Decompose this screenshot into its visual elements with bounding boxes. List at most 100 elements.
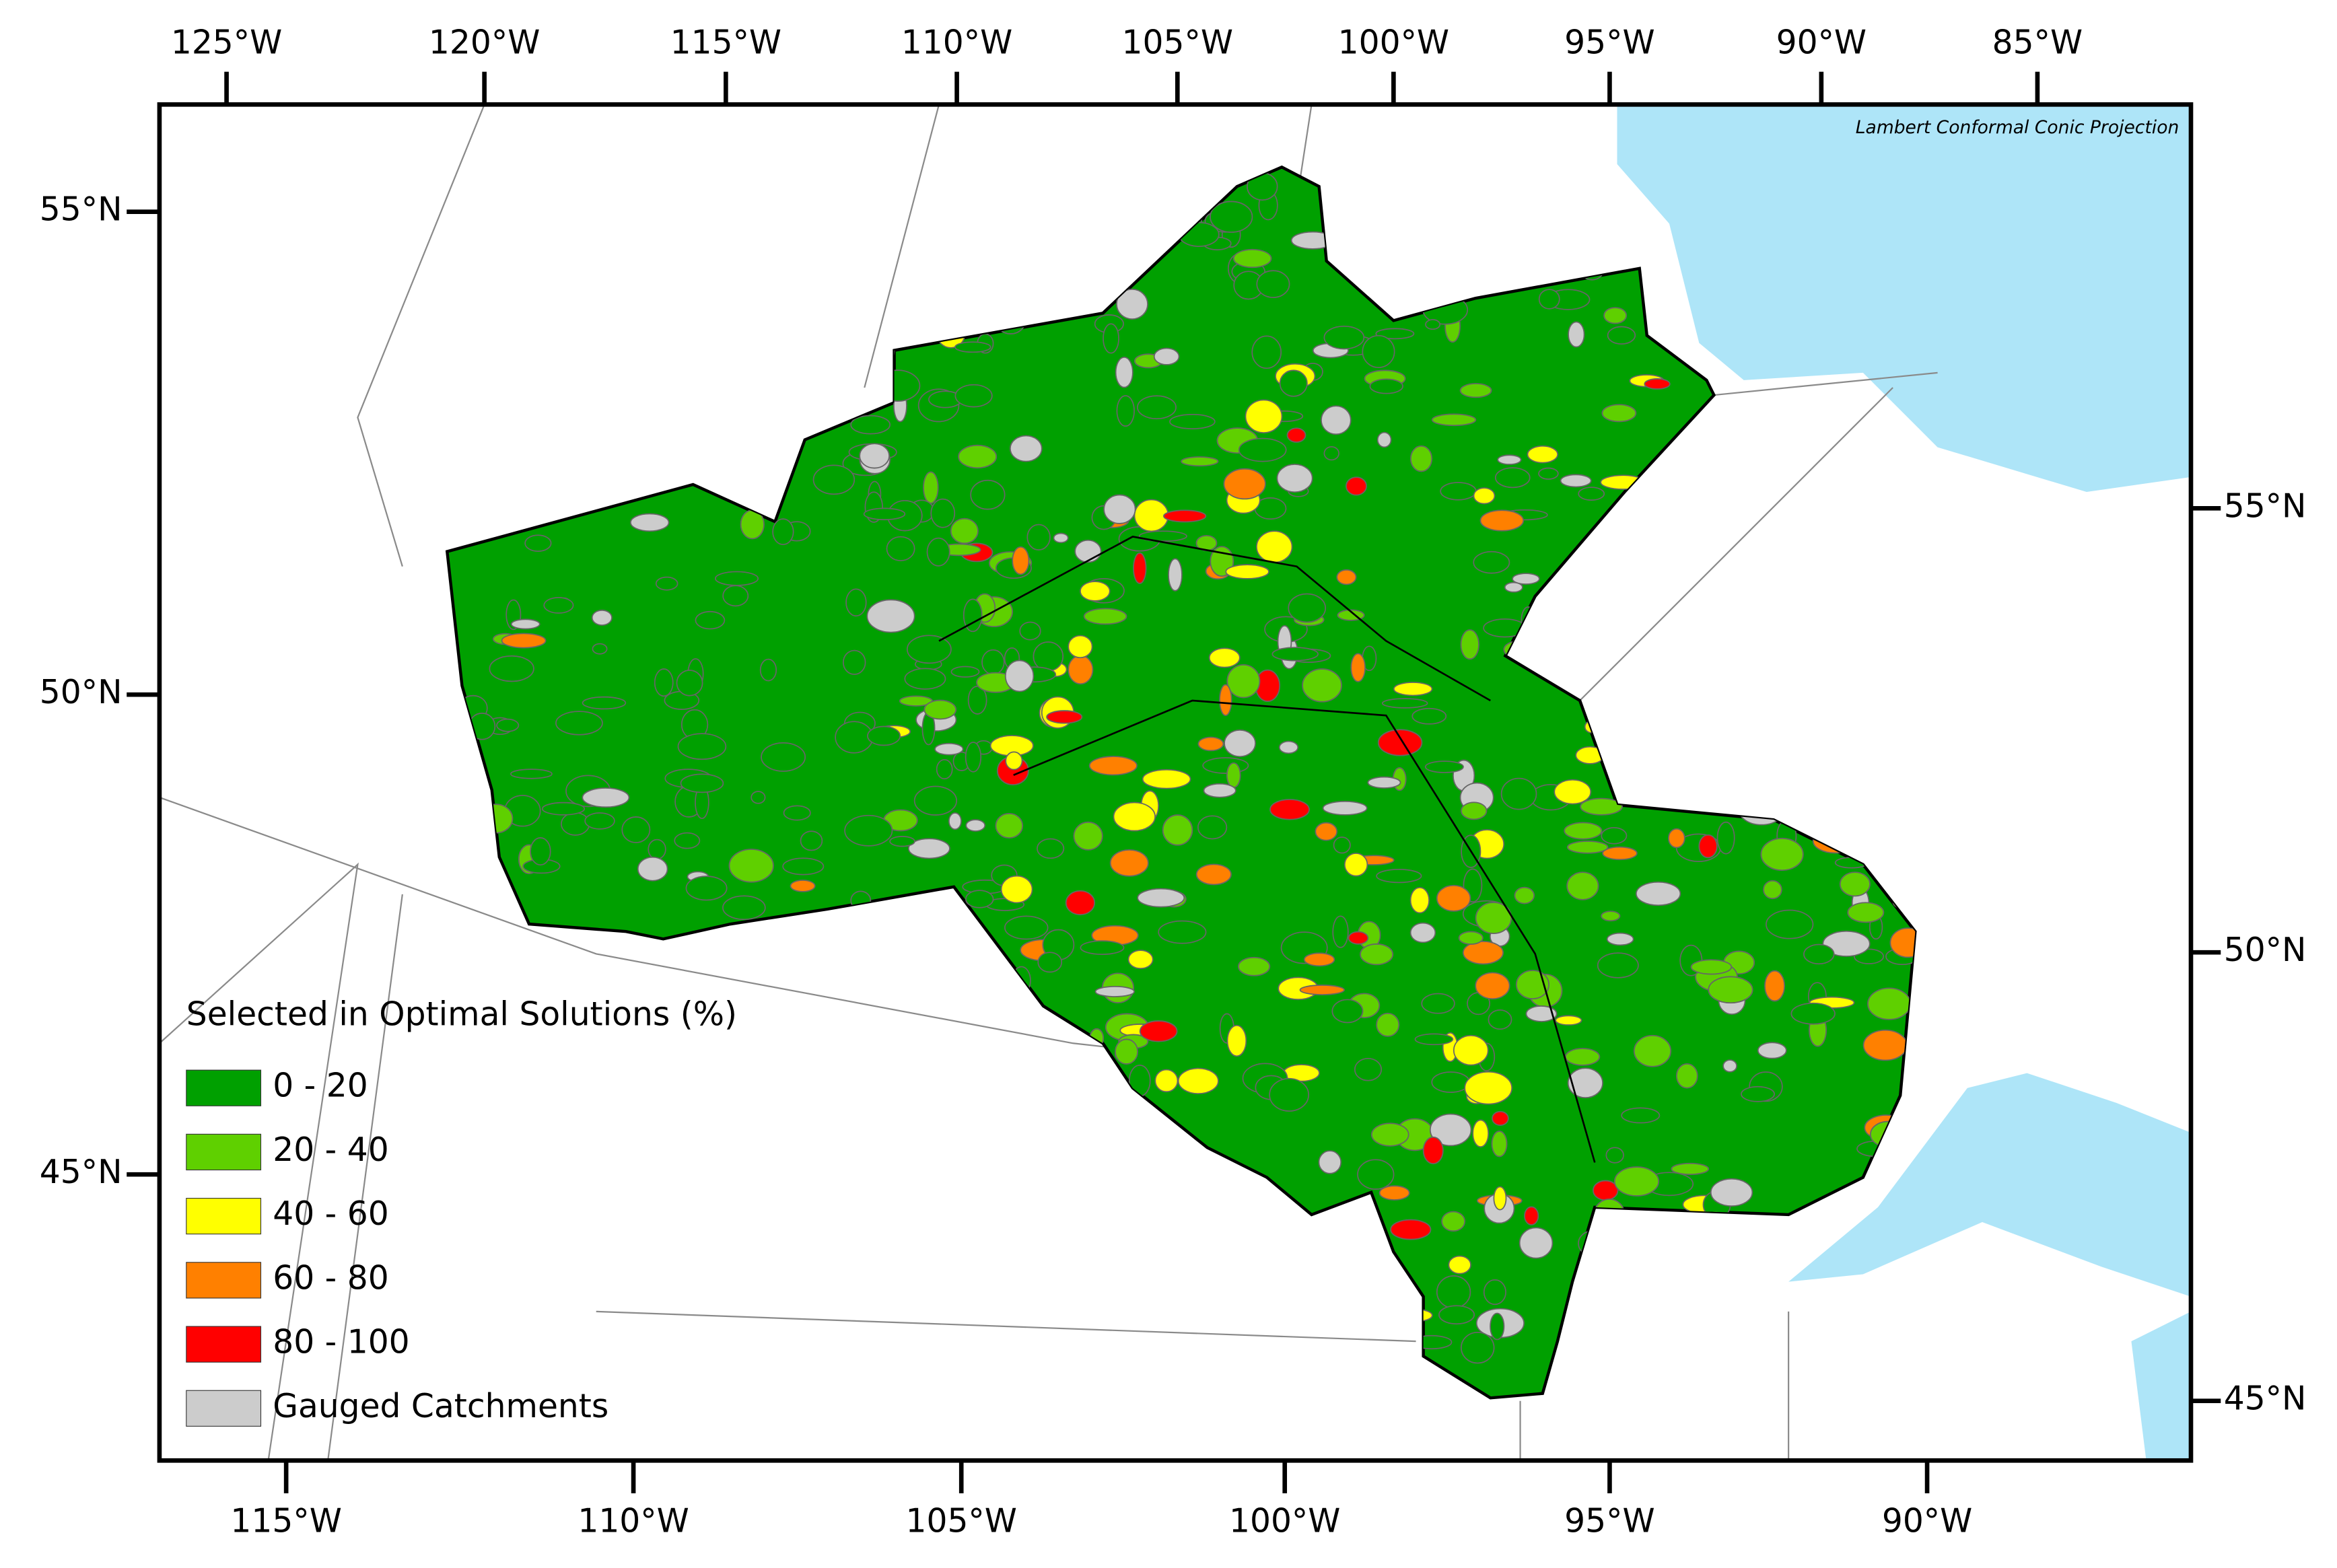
catchment <box>1226 762 1241 788</box>
legend-swatch <box>186 1262 262 1299</box>
catchment <box>1004 660 1035 692</box>
catchment <box>867 725 901 746</box>
catchment <box>1601 911 1621 922</box>
catchment <box>1177 1067 1219 1095</box>
catchment <box>1393 682 1433 697</box>
catchment <box>1592 1180 1619 1201</box>
catchment <box>936 759 953 780</box>
projection-note: Lambert Conformal Conic Projection <box>1856 117 2179 138</box>
catchment <box>543 597 574 614</box>
catchment <box>772 518 794 546</box>
catchment <box>995 812 1024 839</box>
catchment <box>1515 970 1549 999</box>
catchment <box>812 464 856 495</box>
catchment <box>1158 920 1207 944</box>
right-tick-label: 45°N <box>2224 1380 2307 1418</box>
catchment <box>1459 383 1492 398</box>
bottom-tick-label: 105°W <box>905 1502 1016 1540</box>
catchment <box>1278 740 1299 754</box>
catchment <box>1046 710 1083 724</box>
catchment <box>1080 940 1125 955</box>
catchment <box>629 513 670 532</box>
catchment <box>1411 707 1447 725</box>
catchment <box>1497 454 1522 465</box>
catchment <box>1245 399 1283 433</box>
catchment <box>1376 868 1422 884</box>
catchment <box>1698 834 1718 859</box>
catchment <box>1255 530 1293 563</box>
catchment <box>1323 325 1365 350</box>
catchment <box>1379 1185 1410 1201</box>
catchment <box>1847 902 1885 923</box>
catchment <box>1336 569 1357 585</box>
catchment <box>842 649 866 675</box>
catchment <box>1208 647 1241 668</box>
catchment <box>714 571 759 586</box>
catchment <box>930 498 956 528</box>
catchment <box>965 742 982 773</box>
catchment <box>1862 1029 1908 1061</box>
catchment <box>1133 552 1147 584</box>
bottom-tick-label: 115°W <box>230 1502 341 1540</box>
catchment <box>1483 1279 1506 1306</box>
catchment <box>1197 736 1224 752</box>
catchment <box>751 791 766 804</box>
catchment <box>1494 467 1531 489</box>
catchment <box>1460 629 1479 660</box>
catchment <box>1009 435 1043 462</box>
catchment <box>1053 532 1069 544</box>
catchment <box>1271 647 1319 662</box>
legend-swatch <box>186 1133 262 1171</box>
catchment <box>1322 801 1368 816</box>
catchment <box>1116 395 1135 427</box>
catchment <box>1226 1024 1247 1057</box>
catchment <box>676 670 703 697</box>
catchment <box>1163 509 1207 523</box>
catchment <box>1115 356 1133 388</box>
catchment <box>1668 828 1685 849</box>
catchment <box>728 849 774 883</box>
catchment <box>1473 550 1510 574</box>
catchment <box>1602 846 1638 861</box>
catchment <box>1370 1122 1409 1147</box>
catchment <box>541 801 586 816</box>
top-tick-label: 125°W <box>171 24 282 62</box>
top-tick-label: 95°W <box>1564 24 1654 62</box>
catchment <box>1369 378 1403 394</box>
catchment <box>1000 875 1033 904</box>
catchment <box>954 384 993 408</box>
catchment <box>1303 952 1335 967</box>
catchment <box>863 507 906 521</box>
catchment <box>1226 664 1261 699</box>
catchment <box>1424 760 1464 773</box>
catchment <box>1346 476 1367 496</box>
catchment <box>584 812 615 830</box>
catchment <box>1512 573 1540 585</box>
legend-label: 80 - 100 <box>273 1324 409 1361</box>
catchment <box>958 444 998 469</box>
legend-swatch <box>186 1198 262 1235</box>
catchment <box>1603 307 1628 324</box>
lake-superior <box>1788 1073 2191 1297</box>
catchment <box>1376 431 1392 448</box>
catchment <box>1671 1162 1710 1176</box>
catchment <box>1279 369 1308 397</box>
catchment <box>1168 558 1183 592</box>
catchment <box>866 599 915 633</box>
catchment <box>1566 871 1599 900</box>
catchment <box>913 785 958 816</box>
catchment <box>1493 1186 1507 1211</box>
catchment <box>965 819 986 832</box>
map-area: Lambert Conformal Conic Projection <box>159 104 2191 1461</box>
catchment <box>1555 1015 1582 1026</box>
catchment <box>1567 1067 1603 1098</box>
catchment <box>1580 797 1623 816</box>
catchment <box>1764 970 1786 1002</box>
catchment <box>1269 1077 1310 1112</box>
catchment <box>1601 404 1637 423</box>
catchment <box>1362 334 1395 368</box>
catchment <box>1225 564 1269 579</box>
catchment <box>1068 655 1094 685</box>
catchment <box>1763 880 1782 900</box>
